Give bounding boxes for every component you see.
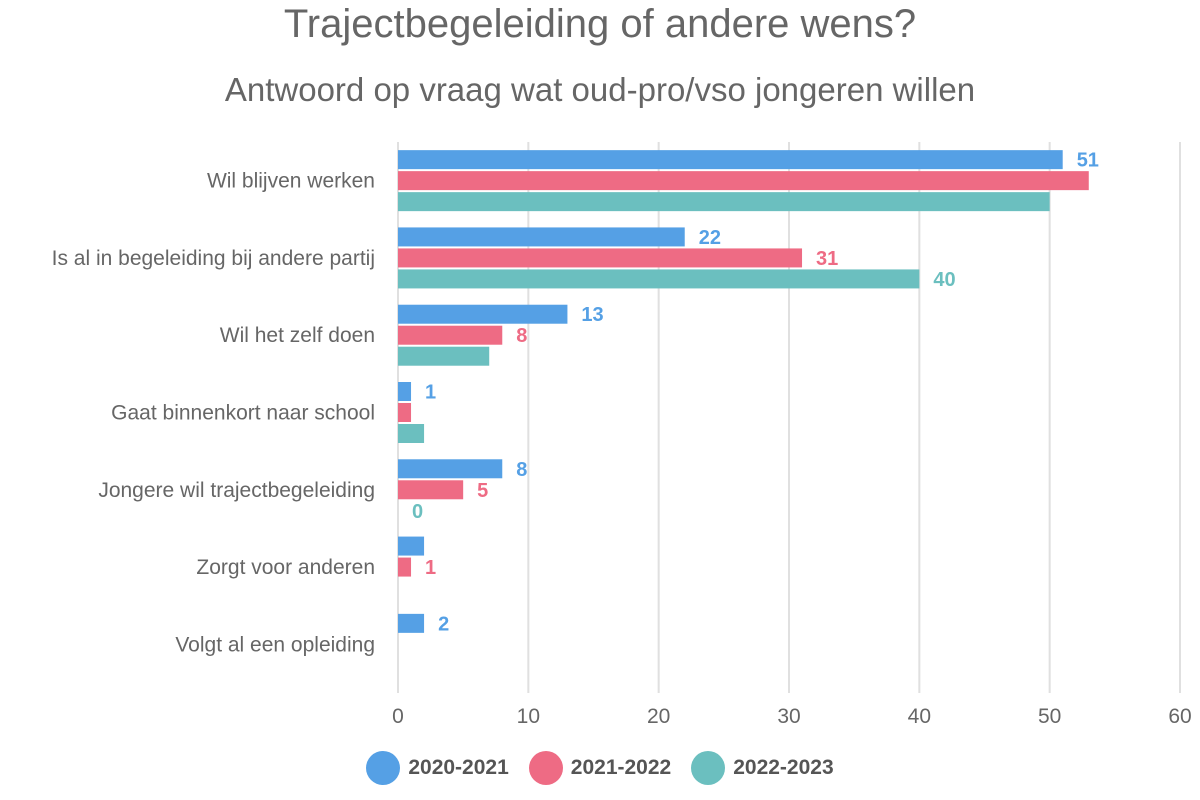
bar-2022-2023	[398, 424, 425, 443]
legend-item[interactable]: 2021-2022	[528, 751, 672, 785]
bar-2022-2023	[398, 269, 920, 289]
legend-item[interactable]: 2022-2023	[691, 751, 834, 785]
x-tick-label: 30	[777, 705, 800, 728]
category-label: Wil het zelf doen	[220, 324, 375, 347]
legend-label: 2022-2023	[733, 756, 834, 779]
data-label: 5	[477, 480, 488, 502]
legend: 2020-2021 2021-2022 2022-2023	[0, 748, 1200, 788]
legend-item[interactable]: 2020-2021	[366, 751, 509, 785]
category-label: Gaat binnenkort naar school	[111, 402, 375, 425]
legend-label: 2020-2021	[408, 756, 509, 779]
x-tick-label: 20	[647, 705, 670, 728]
legend-label: 2021-2022	[570, 756, 672, 779]
chart-title: Trajectbegeleiding of andere wens?	[283, 2, 917, 46]
data-label: 22	[699, 227, 721, 249]
bar-2020-2021	[398, 382, 412, 401]
data-label: 0	[412, 501, 423, 523]
category-label: Wil blijven werken	[207, 170, 375, 193]
x-tick-label: 40	[908, 705, 931, 728]
legend-marker	[366, 751, 401, 785]
category-label: Volgt al een opleiding	[175, 633, 375, 656]
category-label: Jongere wil trajectbegeleiding	[98, 479, 375, 502]
bar-2021-2022	[398, 171, 1089, 191]
bar-2020-2021	[398, 150, 1063, 170]
bar-2022-2023	[398, 192, 1050, 212]
chart-subtitle: Antwoord op vraag wat oud-pro/vso jonger…	[224, 71, 976, 108]
data-label: 1	[425, 382, 436, 404]
data-label: 1	[425, 557, 436, 579]
bar-2022-2023	[398, 346, 490, 366]
bar-2020-2021	[398, 227, 685, 247]
bar-2021-2022	[398, 480, 464, 500]
bar-2021-2022	[398, 403, 412, 422]
bar-2020-2021	[398, 536, 425, 556]
bar-2021-2022	[398, 557, 412, 577]
data-label: 2	[438, 613, 449, 635]
category-label: Zorgt voor anderen	[196, 556, 375, 579]
legend-marker	[528, 751, 563, 785]
x-tick-label: 50	[1038, 705, 1061, 728]
data-label: 8	[516, 459, 527, 481]
legend-marker	[691, 751, 726, 785]
x-tick-label: 0	[392, 705, 404, 728]
data-label: 31	[816, 248, 838, 270]
bar-2021-2022	[398, 248, 803, 268]
data-label: 13	[581, 304, 603, 326]
x-tick-label: 10	[517, 705, 540, 728]
bar-2021-2022	[398, 325, 503, 345]
bar-2020-2021	[398, 304, 568, 324]
data-label: 51	[1077, 150, 1099, 172]
category-label: Is al in begeleiding bij andere partij	[52, 247, 375, 270]
x-tick-label: 60	[1168, 705, 1191, 728]
bar-2020-2021	[398, 613, 425, 633]
data-label: 8	[516, 325, 527, 347]
bar-2020-2021	[398, 459, 503, 479]
data-label: 40	[933, 269, 955, 291]
